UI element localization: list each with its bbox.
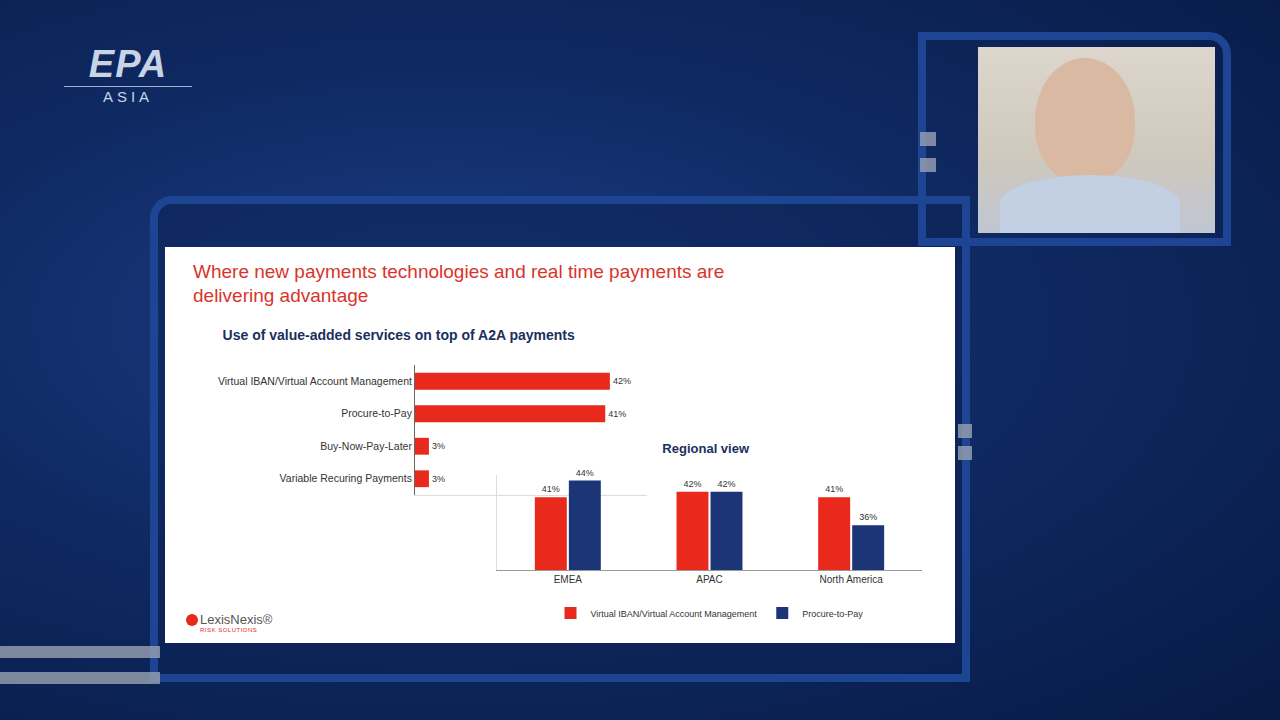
svg-text:36%: 36% (859, 512, 877, 522)
html-text:LexisNexis®: LexisNexis® (200, 612, 273, 627)
svg-text:Procure-to-Pay: Procure-to-Pay (802, 609, 863, 619)
svg-text:42%: 42% (717, 479, 735, 489)
svg-text:3%: 3% (432, 474, 445, 484)
svg-text:North America: North America (819, 574, 883, 585)
svg-text:3%: 3% (432, 441, 445, 451)
svg-text:Regional view: Regional view (662, 441, 750, 456)
html-text:ASIA: ASIA (102, 88, 154, 105)
html-text:delivering advantage: delivering advantage (193, 285, 369, 306)
html-text:Where new payments technologie: Where new payments technologies and real… (193, 261, 725, 282)
svg-text:Virtual IBAN/Virtual Account M: Virtual IBAN/Virtual Account Management (591, 609, 758, 619)
svg-text:Virtual IBAN/Virtual Account M: Virtual IBAN/Virtual Account Management (218, 375, 412, 387)
svg-text:Use of value-added services on: Use of value-added services on top of A2… (223, 327, 575, 343)
svg-text:Procure-to-Pay: Procure-to-Pay (341, 407, 412, 419)
svg-text:41%: 41% (825, 484, 843, 494)
html-text:RISK SOLUTIONS: RISK SOLUTIONS (200, 627, 258, 633)
svg-text:EMEA: EMEA (554, 574, 583, 585)
svg-text:APAC: APAC (696, 574, 723, 585)
html-text:EPA: EPA (88, 43, 168, 85)
svg-text:Buy-Now-Pay-Later: Buy-Now-Pay-Later (320, 440, 412, 452)
svg-text:41%: 41% (542, 484, 560, 494)
svg-text:Variable Recuring Payments: Variable Recuring Payments (280, 472, 412, 484)
svg-text:41%: 41% (608, 409, 626, 419)
svg-text:42%: 42% (683, 479, 701, 489)
svg-text:42%: 42% (613, 376, 631, 386)
svg-text:44%: 44% (576, 468, 594, 478)
